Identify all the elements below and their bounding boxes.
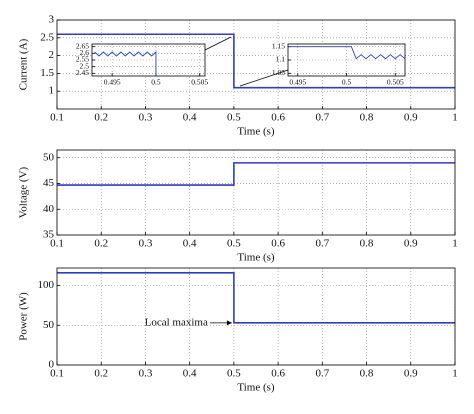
x-tick-label: 0.495 bbox=[104, 78, 121, 87]
x-tick-label: 0.9 bbox=[404, 112, 418, 124]
x-tick-label: 0.6 bbox=[271, 238, 285, 250]
panel: 0.1 0.2 0.3 0.4 0.5 0.6 0.7 0.8 0.9 1 0 50 100 Time (… bbox=[18, 267, 458, 394]
x-tick-label: 0.2 bbox=[94, 112, 108, 124]
x-tick-label: 0.1 bbox=[50, 112, 64, 124]
axes-box bbox=[56, 19, 456, 110]
x-tick-label: 0.8 bbox=[360, 112, 374, 124]
x-tick-label: 1 bbox=[452, 238, 458, 250]
inset-connector bbox=[204, 36, 232, 51]
axes-box bbox=[56, 267, 456, 366]
x-tick-label: 0.5 bbox=[227, 238, 241, 250]
annotation: Local maxima bbox=[145, 316, 208, 328]
y-tick-label: 2.55 bbox=[76, 55, 89, 64]
x-tick-label: 0.7 bbox=[315, 238, 329, 250]
y-tick-label: 2.5 bbox=[80, 61, 90, 70]
x-tick-label: 0.1 bbox=[50, 368, 64, 380]
y-tick-label: 2 bbox=[49, 49, 55, 61]
y-axis-label: Voltage (V) bbox=[18, 166, 30, 218]
inset-connector bbox=[239, 69, 289, 87]
x-tick-label: 0.3 bbox=[139, 238, 153, 250]
x-tick-label: 0.2 bbox=[94, 368, 108, 380]
x-tick-label: 0.5 bbox=[227, 368, 241, 380]
x-axis-label: Time (s) bbox=[237, 382, 275, 394]
x-tick-label: 0.505 bbox=[387, 78, 404, 87]
y-tick-label: 100 bbox=[38, 279, 55, 291]
x-tick-label: 0.3 bbox=[139, 112, 153, 124]
x-tick-label: 0.4 bbox=[183, 368, 197, 380]
y-tick-label: 2.45 bbox=[76, 68, 89, 77]
y-axis-label: Current (A) bbox=[18, 38, 30, 90]
plot-area bbox=[57, 268, 455, 365]
inset: 0.495 0.5 0.505 2.452.52.552.62.65 bbox=[76, 41, 209, 87]
x-tick-label: 0.495 bbox=[289, 78, 306, 87]
y-tick-label: 0 bbox=[49, 359, 55, 371]
x-tick-label: 0.4 bbox=[183, 238, 197, 250]
y-tick-label: 1.1 bbox=[276, 55, 286, 64]
x-tick-label: 0.4 bbox=[183, 112, 197, 124]
axes-box bbox=[91, 43, 206, 77]
data-line bbox=[288, 46, 405, 60]
axes-box bbox=[287, 43, 406, 77]
y-tick-label: 45 bbox=[43, 177, 55, 189]
y-tick-label: 1.05 bbox=[272, 68, 285, 77]
x-tick-label: 0.5 bbox=[342, 78, 352, 87]
data-line bbox=[57, 33, 455, 89]
x-tick-label: 0.6 bbox=[271, 112, 285, 124]
y-tick-label: 1 bbox=[49, 85, 55, 97]
x-tick-label: 0.8 bbox=[360, 368, 374, 380]
x-tick-label: 1 bbox=[452, 112, 458, 124]
x-tick-label: 0.7 bbox=[315, 112, 329, 124]
x-tick-label: 0.9 bbox=[404, 238, 418, 250]
panel: 0.1 0.2 0.3 0.4 0.5 0.6 0.7 0.8 0.9 1 35 40 45 50 Time… bbox=[18, 149, 458, 264]
x-tick-label: 0.2 bbox=[94, 238, 108, 250]
y-tick-label: 35 bbox=[43, 229, 55, 241]
plot-area bbox=[57, 150, 455, 235]
y-tick-label: 2.5 bbox=[40, 31, 54, 43]
y-tick-label: 50 bbox=[43, 319, 55, 331]
x-axis-label: Time (s) bbox=[237, 252, 275, 264]
y-tick-label: 40 bbox=[43, 203, 55, 215]
y-tick-label: 1.5 bbox=[40, 67, 54, 79]
arrow-head bbox=[226, 320, 232, 326]
x-axis-label: Time (s) bbox=[237, 126, 275, 138]
x-tick-label: 0.505 bbox=[191, 78, 208, 87]
x-tick-label: 0.3 bbox=[139, 368, 153, 380]
x-tick-label: 0.9 bbox=[404, 368, 418, 380]
inset: 0.495 0.5 0.505 1.05 1.1 1.15 bbox=[272, 41, 406, 87]
data-line bbox=[57, 271, 455, 324]
y-tick-label: 2.65 bbox=[76, 41, 89, 50]
data-line bbox=[57, 162, 455, 186]
y-tick-label: 2.6 bbox=[80, 48, 90, 57]
y-axis-label: Power (W) bbox=[18, 292, 30, 341]
axes-box bbox=[56, 149, 456, 236]
x-tick-label: 1 bbox=[452, 368, 458, 380]
x-tick-label: 0.5 bbox=[151, 78, 161, 87]
x-tick-label: 0.8 bbox=[360, 238, 374, 250]
data-line bbox=[94, 50, 157, 76]
x-tick-label: 0.7 bbox=[315, 368, 329, 380]
x-tick-label: 0.1 bbox=[50, 238, 64, 250]
x-tick-label: 0.5 bbox=[227, 112, 241, 124]
y-tick-label: 3 bbox=[49, 14, 55, 26]
x-tick-label: 0.6 bbox=[271, 368, 285, 380]
y-tick-label: 50 bbox=[43, 151, 55, 163]
y-tick-label: 1.15 bbox=[272, 41, 285, 50]
